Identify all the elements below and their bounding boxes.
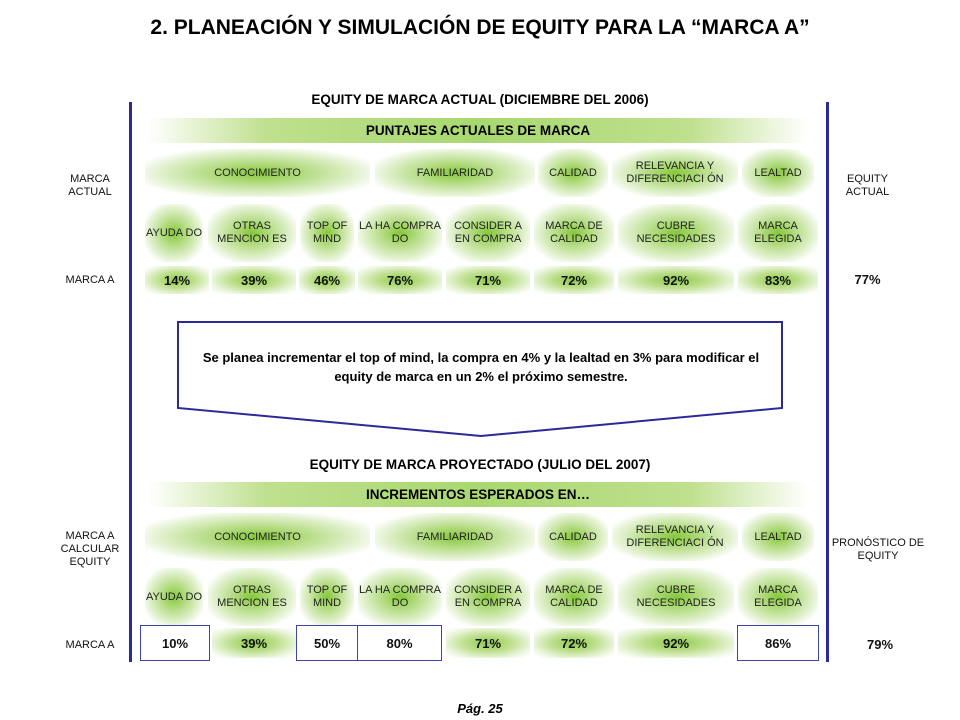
projected-metric-top-of-mind: TOP OF MIND (300, 568, 354, 626)
projected-value-considera: 71% (446, 628, 530, 658)
actual-metric-ayudado: AYUDA DO (145, 204, 203, 262)
projected-right-label: PRONÓSTICO DE EQUITY (831, 537, 925, 562)
actual-group-relevancia: RELEVANCIA Y DIFERENCIACI ÓN (612, 149, 738, 197)
actual-value-marca-elegida: 83% (738, 266, 818, 294)
projected-value-marca-de-calidad: 72% (534, 628, 614, 658)
actual-equity-value: 77% (854, 272, 881, 287)
actual-metric-top-of-mind: TOP OF MIND (300, 204, 354, 262)
actual-group-lealtad: LEALTAD (742, 149, 814, 197)
actual-metric-considera-en-compra: CONSIDER A EN COMPRA (446, 204, 530, 262)
projected-group-familiaridad: FAMILIARIDAD (375, 513, 535, 561)
actual-metric-cubre-necesidades: CUBRE NECESIDADES (618, 204, 734, 262)
projected-metric-otras-menciones: OTRAS MENCION ES (208, 568, 296, 626)
actual-metric-marca-de-calidad: MARCA DE CALIDAD (534, 204, 614, 262)
actual-group-familiaridad: FAMILIARIDAD (375, 149, 535, 197)
actual-value-cubre-necesidades: 92% (618, 266, 734, 294)
page-number: Pág. 25 (457, 701, 503, 716)
projected-metric-considera-en-compra: CONSIDER A EN COMPRA (446, 568, 530, 626)
actual-group-conocimiento: CONOCIMIENTO (145, 149, 370, 197)
projected-group-calidad: CALIDAD (538, 513, 608, 561)
actual-value-otras-menciones: 39% (212, 266, 296, 294)
actual-row-label: MARCA A (65, 274, 115, 286)
projected-metric-la-ha-comprado: LA HA COMPRA DO (358, 568, 442, 626)
projected-value-top-of-mind[interactable]: 50% (296, 625, 358, 661)
actual-left-label: MARCA ACTUAL (68, 173, 112, 198)
actual-metric-otras-menciones: OTRAS MENCION ES (208, 204, 296, 262)
projected-group-relevancia: RELEVANCIA Y DIFERENCIACI ÓN (612, 513, 738, 561)
slide-title: 2. PLANEACIÓN Y SIMULACIÓN DE EQUITY PAR… (150, 16, 810, 39)
callout-arrow-box (177, 321, 783, 438)
actual-banner: PUNTAJES ACTUALES DE MARCA (148, 118, 808, 143)
left-divider (129, 102, 132, 662)
actual-metric-marca-elegida: MARCA ELEGIDA (738, 204, 818, 262)
projected-left-label: MARCA A CALCULAR EQUITY (60, 530, 120, 568)
projected-value-ayudado[interactable]: 10% (140, 625, 210, 661)
projected-value-la-ha-comprado[interactable]: 80% (357, 625, 442, 661)
projected-metric-marca-de-calidad: MARCA DE CALIDAD (534, 568, 614, 626)
projected-banner: INCREMENTOS ESPERADOS EN… (148, 482, 808, 507)
actual-subtitle: EQUITY DE MARCA ACTUAL (DICIEMBRE DEL 20… (311, 92, 649, 107)
projected-group-conocimiento: CONOCIMIENTO (145, 513, 370, 561)
actual-value-considera: 71% (446, 266, 530, 294)
projected-metric-ayudado: AYUDA DO (145, 568, 203, 626)
actual-group-calidad: CALIDAD (538, 149, 608, 197)
right-divider (826, 102, 829, 662)
actual-value-top-of-mind: 46% (299, 266, 355, 294)
projected-value-cubre-necesidades: 92% (618, 628, 734, 658)
actual-metric-la-ha-comprado: LA HA COMPRA DO (358, 204, 442, 262)
actual-value-marca-de-calidad: 72% (534, 266, 614, 294)
actual-right-label: EQUITY ACTUAL (845, 173, 890, 198)
projected-metric-marca-elegida: MARCA ELEGIDA (738, 568, 818, 626)
projected-value-marca-elegida[interactable]: 86% (737, 625, 819, 661)
projected-group-lealtad: LEALTAD (742, 513, 814, 561)
projected-subtitle: EQUITY DE MARCA PROYECTADO (JULIO DEL 20… (309, 457, 651, 472)
projected-equity-value: 79% (866, 637, 894, 652)
actual-value-la-ha-comprado: 76% (358, 266, 442, 294)
projected-row-label: MARCA A (65, 639, 115, 651)
plan-note: Se planea incrementar el top of mind, la… (202, 350, 760, 384)
projected-value-otras-menciones: 39% (212, 628, 296, 658)
actual-value-ayudado: 14% (145, 266, 209, 294)
projected-metric-cubre-necesidades: CUBRE NECESIDADES (618, 568, 734, 626)
